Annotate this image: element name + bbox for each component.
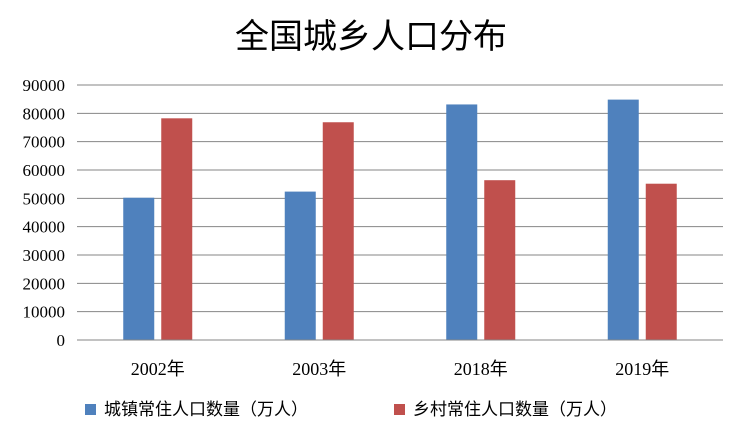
legend-swatch xyxy=(394,404,405,415)
bar-rural-2 xyxy=(484,180,516,340)
bar-urban-1 xyxy=(284,191,316,340)
y-tick-label: 0 xyxy=(57,331,66,350)
chart-title: 全国城乡人口分布 xyxy=(235,17,507,57)
y-tick-label: 70000 xyxy=(23,133,66,152)
bar-urban-3 xyxy=(607,99,639,340)
legend-label: 城镇常住人口数量（万人） xyxy=(104,400,308,420)
x-axis: 2002年 2003年 2018年 2019年 xyxy=(131,359,670,379)
y-tick-label: 30000 xyxy=(23,246,66,265)
bars xyxy=(123,99,677,341)
legend: 城镇常住人口数量（万人） 乡村常住人口数量（万人） xyxy=(85,400,617,420)
bar-rural-3 xyxy=(645,183,677,340)
y-axis: 0 10000 20000 30000 40000 50000 60000 70000 8000… xyxy=(23,76,66,350)
y-tick-label: 90000 xyxy=(23,76,66,95)
x-tick-label: 2003年 xyxy=(292,359,346,379)
y-tick-label: 10000 xyxy=(23,303,66,322)
bar-rural-0 xyxy=(161,118,193,340)
legend-label: 乡村常住人口数量（万人） xyxy=(413,400,617,420)
bar-rural-1 xyxy=(322,122,354,341)
y-tick-label: 40000 xyxy=(23,218,66,237)
bar-urban-0 xyxy=(123,197,155,340)
x-tick-label: 2019年 xyxy=(615,359,669,379)
y-tick-label: 20000 xyxy=(23,274,66,293)
x-tick-label: 2018年 xyxy=(454,359,508,379)
legend-swatch xyxy=(85,404,96,415)
bar-urban-2 xyxy=(446,104,478,341)
y-tick-label: 60000 xyxy=(23,161,66,180)
y-tick-label: 80000 xyxy=(23,104,66,123)
x-tick-label: 2002年 xyxy=(131,359,185,379)
y-tick-label: 50000 xyxy=(23,189,66,208)
